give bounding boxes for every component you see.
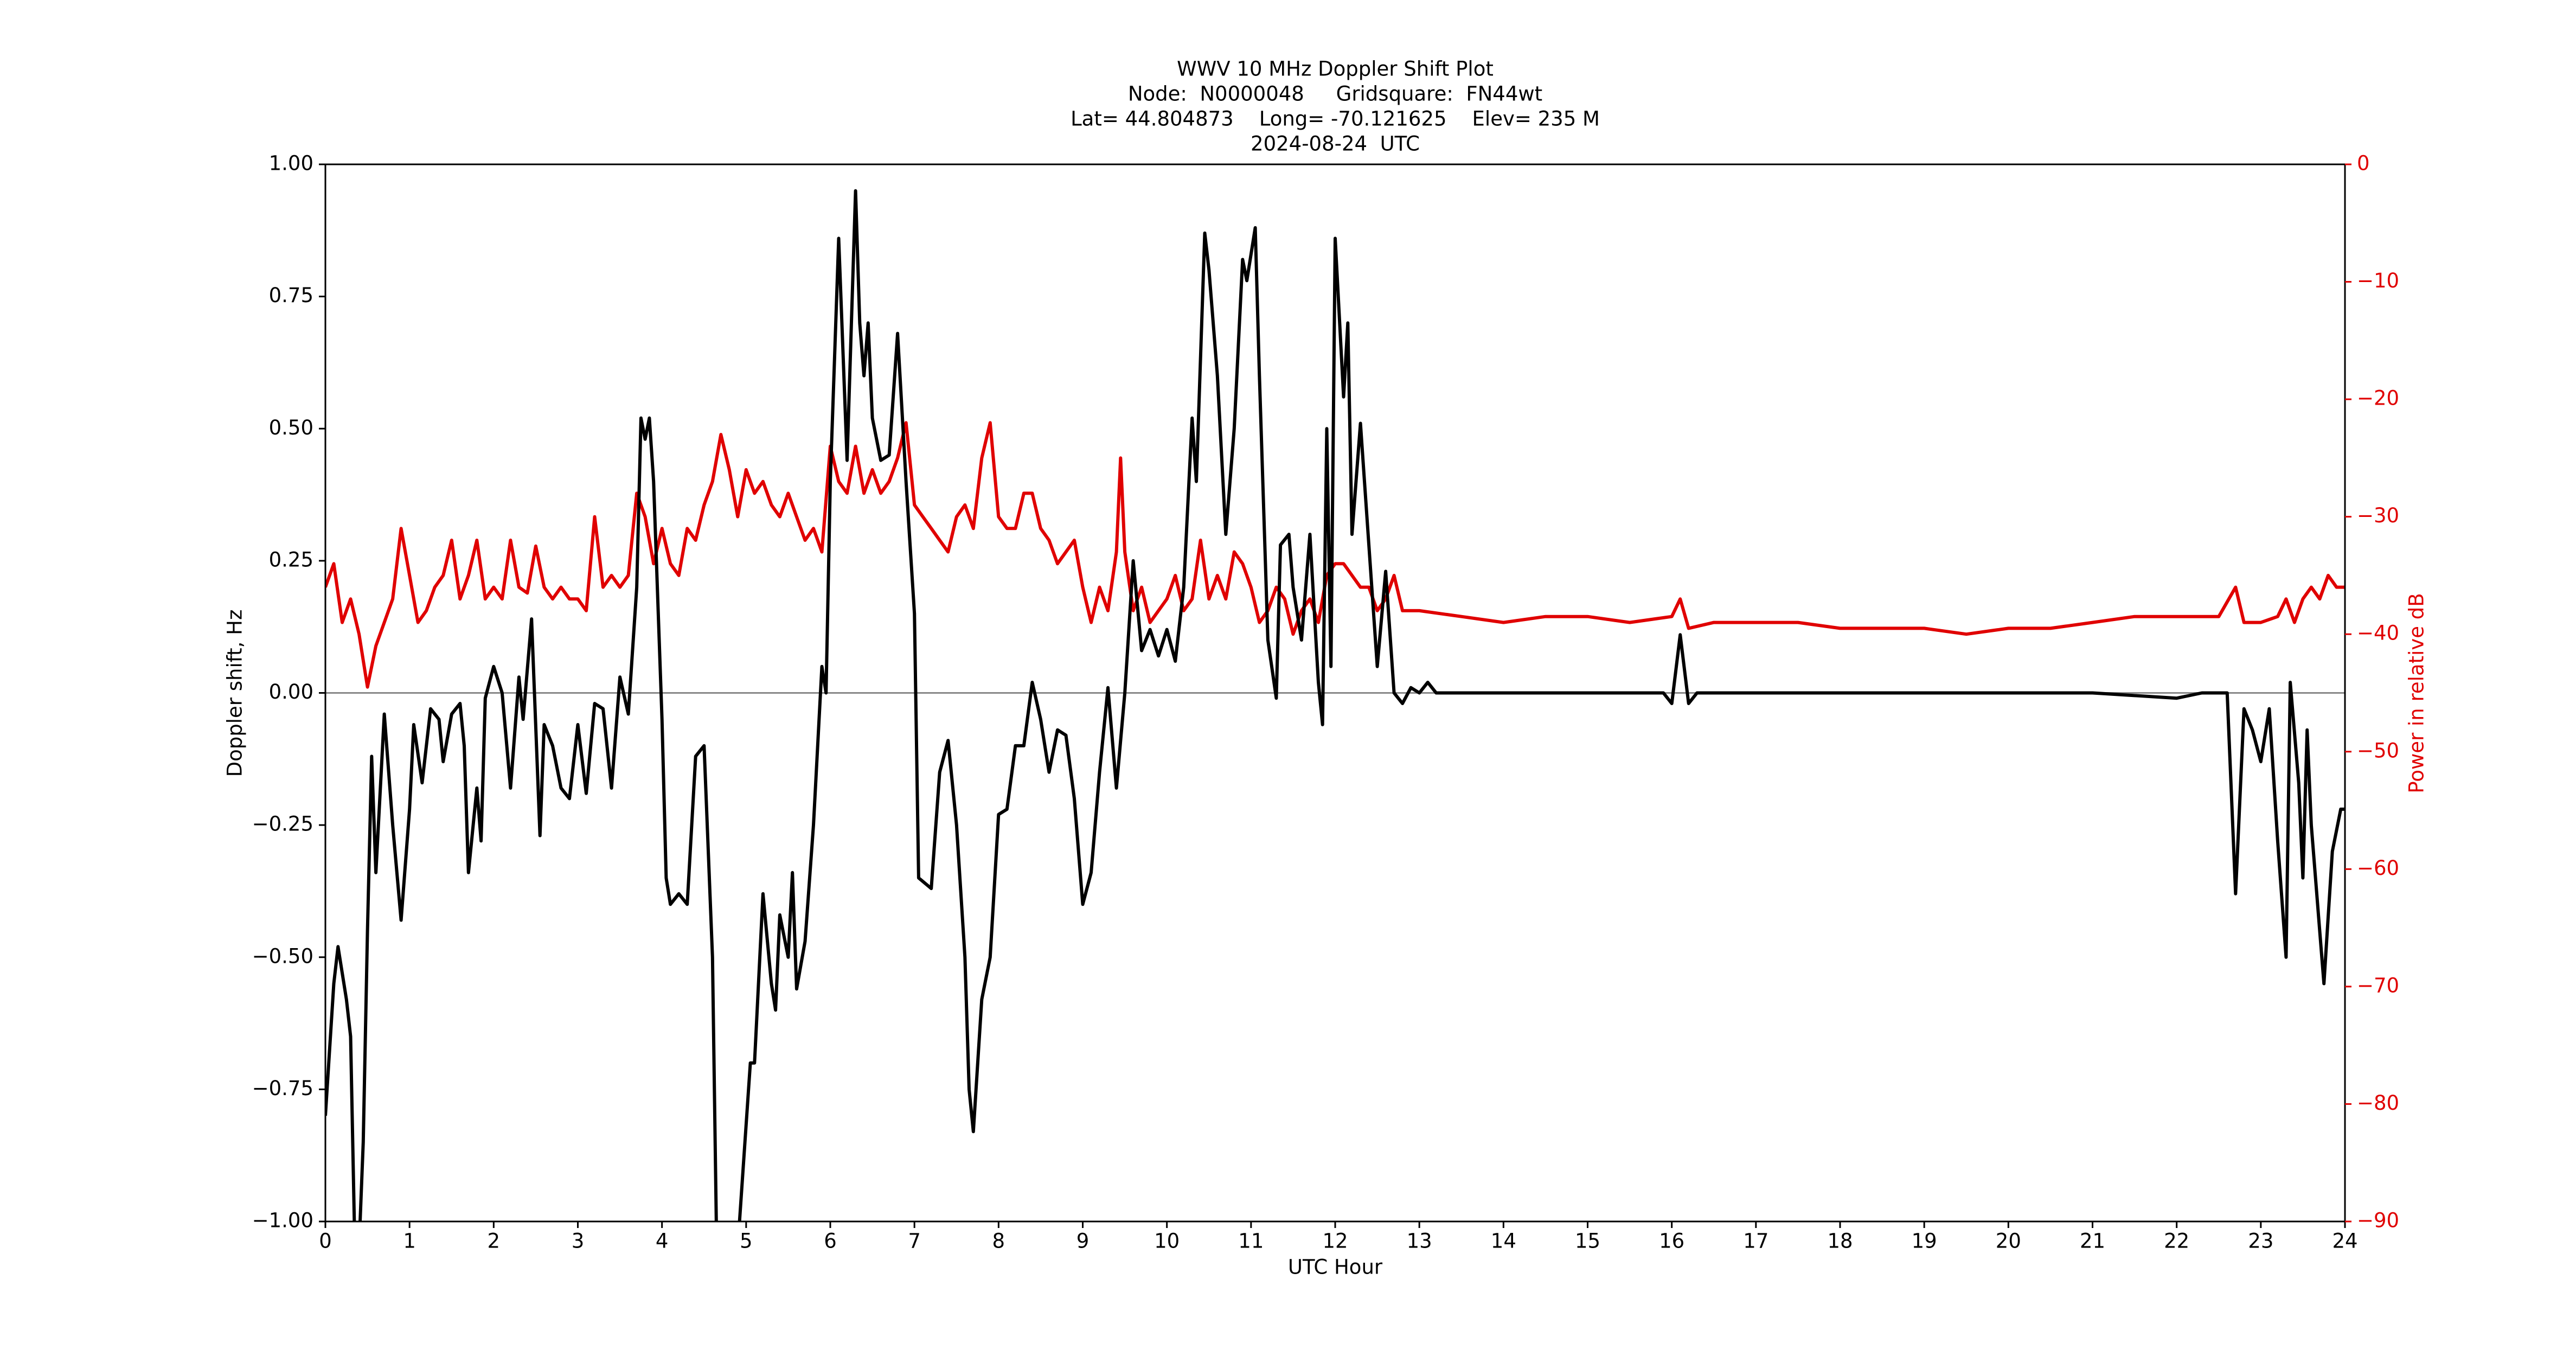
y-axis-label: Doppler shift, Hz — [223, 610, 247, 777]
x-tick-label: 10 — [1154, 1230, 1180, 1253]
y2-tick-label: −10 — [2357, 269, 2399, 292]
y-tick-label: 0.25 — [269, 548, 313, 571]
x-tick-label: 13 — [1407, 1230, 1432, 1253]
y2-tick-label: −30 — [2357, 504, 2399, 527]
x-tick-label: 24 — [2332, 1230, 2357, 1253]
y-tick-label: −0.50 — [252, 944, 313, 968]
x-tick-label: 17 — [1743, 1230, 1768, 1253]
y-tick-label: −0.75 — [252, 1077, 313, 1100]
x-tick-label: 11 — [1238, 1230, 1264, 1253]
x-tick-label: 21 — [2080, 1230, 2105, 1253]
y2-tick-label: −70 — [2357, 974, 2399, 997]
y2-tick-label: −50 — [2357, 739, 2399, 762]
x-tick-label: 15 — [1575, 1230, 1600, 1253]
x-tick-label: 9 — [1076, 1230, 1090, 1253]
x-tick-label: 14 — [1491, 1230, 1516, 1253]
y2-tick-label: 0 — [2357, 152, 2370, 175]
series-line — [325, 421, 2345, 689]
y-tick-label: 0.50 — [269, 416, 313, 439]
x-axis-label: UTC Hour — [1288, 1256, 1383, 1279]
chart-title: WWV 10 MHz Doppler Shift Plot — [1177, 57, 1494, 81]
plot-area — [325, 189, 2345, 1221]
x-tick-label: 23 — [2248, 1230, 2273, 1253]
y2-tick-label: −90 — [2357, 1209, 2399, 1232]
x-tick-label: 4 — [656, 1230, 669, 1253]
y-tick-label: 0.00 — [269, 680, 313, 703]
y2-tick-label: −20 — [2357, 387, 2399, 410]
x-tick-label: 1 — [403, 1230, 416, 1253]
y-tick-label: −0.25 — [252, 813, 313, 836]
x-tick-label: 5 — [740, 1230, 753, 1253]
series-line — [325, 189, 2345, 1221]
x-tick-label: 18 — [1827, 1230, 1853, 1253]
x-tick-label: 16 — [1659, 1230, 1684, 1253]
x-tick-label: 3 — [572, 1230, 585, 1253]
x-tick-label: 6 — [824, 1230, 837, 1253]
x-tick-label: 19 — [1912, 1230, 1937, 1253]
y-tick-label: 1.00 — [269, 152, 313, 175]
x-tick-label: 8 — [992, 1230, 1005, 1253]
chart-title: Node: N0000048 Gridsquare: FN44wt — [1128, 82, 1542, 106]
x-tick-label: 2 — [488, 1230, 501, 1253]
y2-tick-label: −80 — [2357, 1091, 2399, 1115]
chart-title: 2024-08-24 UTC — [1251, 132, 1420, 156]
x-tick-label: 20 — [1996, 1230, 2021, 1253]
chart-title: Lat= 44.804873 Long= -70.121625 Elev= 23… — [1071, 107, 1600, 131]
y-tick-label: 0.75 — [269, 284, 313, 307]
y2-tick-label: −60 — [2357, 856, 2399, 880]
x-tick-label: 12 — [1322, 1230, 1348, 1253]
x-tick-label: 22 — [2164, 1230, 2189, 1253]
x-tick-label: 7 — [908, 1230, 921, 1253]
y-tick-label: −1.00 — [252, 1209, 313, 1232]
y2-axis-label: Power in relative dB — [2405, 593, 2428, 793]
y2-tick-label: −40 — [2357, 622, 2399, 645]
x-tick-label: 0 — [319, 1230, 332, 1253]
